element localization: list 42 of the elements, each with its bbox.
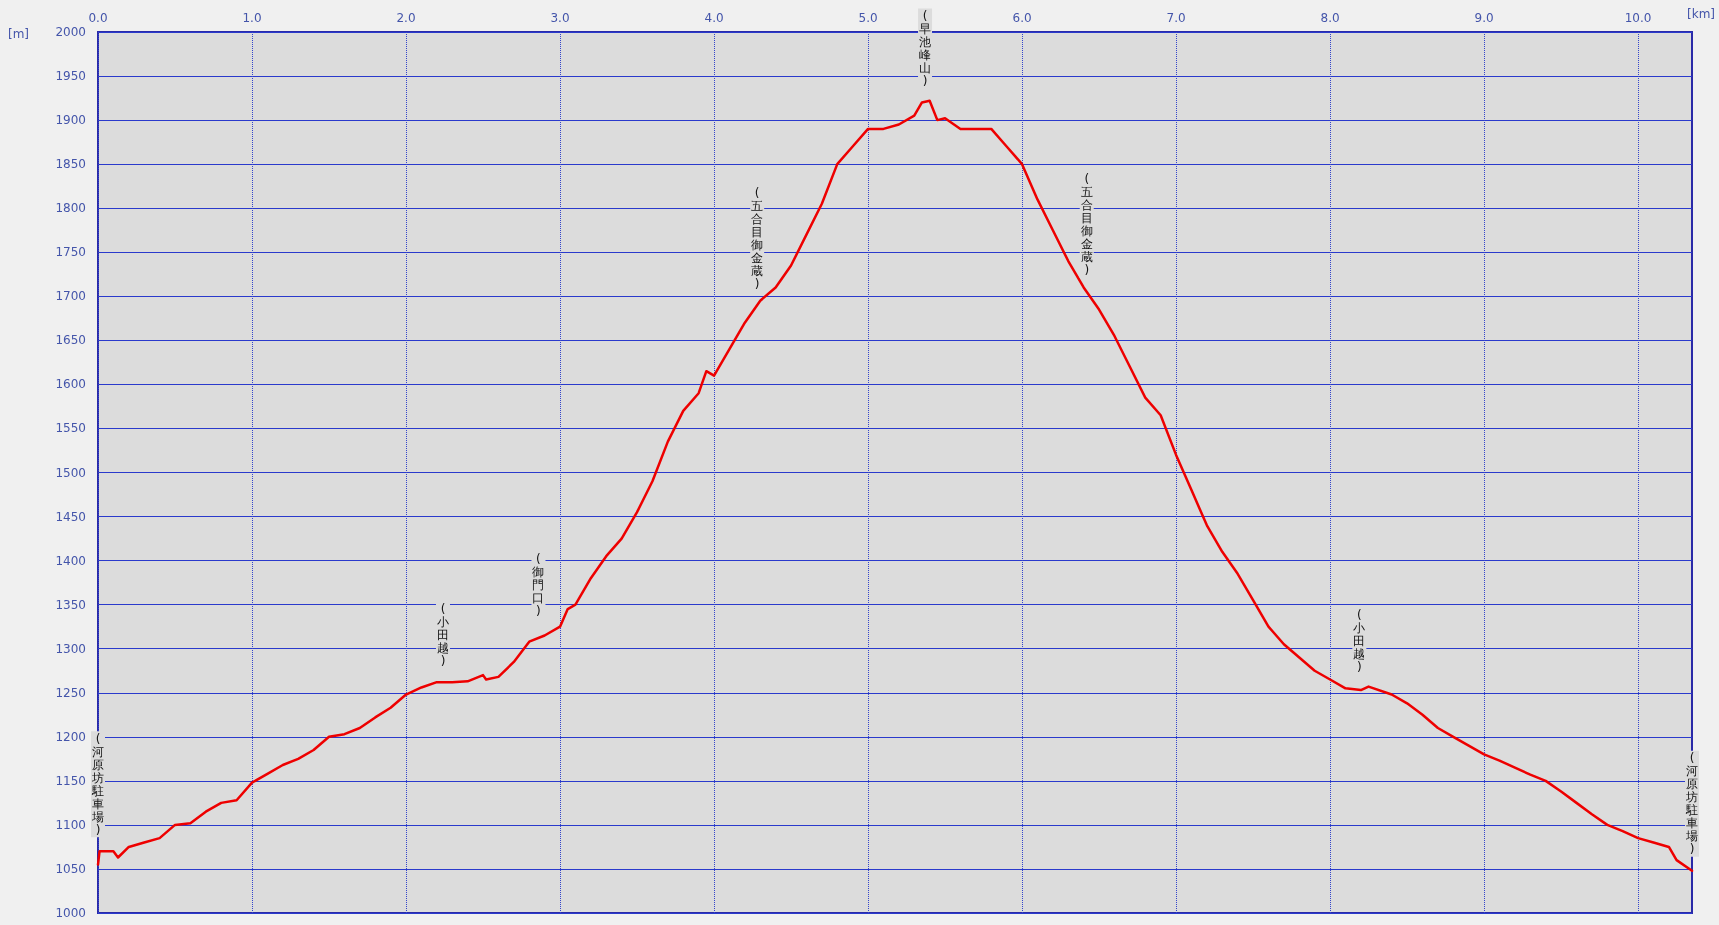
x-tick-label: 6.0 — [1012, 11, 1032, 25]
y-tick-label: 1200 — [55, 729, 86, 744]
annotation: (御門口) — [532, 552, 545, 619]
y-tick-label: 1400 — [55, 553, 86, 568]
y-tick-label: 1550 — [55, 421, 86, 436]
y-tick-label: 1850 — [55, 157, 86, 172]
y-tick-label: 1450 — [55, 509, 86, 524]
annotation: (河原坊駐車場) — [91, 731, 104, 837]
x-tick-label: 4.0 — [704, 11, 724, 25]
y-tick-label: 1100 — [55, 817, 86, 832]
y-tick-label: 1250 — [55, 685, 86, 700]
y-tick-label: 1800 — [55, 201, 86, 216]
x-tick-label: 2.0 — [396, 11, 416, 25]
y-tick-label: 1300 — [55, 641, 86, 656]
x-tick-label: 8.0 — [1320, 11, 1340, 25]
annotation: (五合目御金蔵) — [1080, 172, 1093, 278]
y-tick-label: 1900 — [55, 113, 86, 128]
y-tick-label: 1650 — [55, 333, 86, 348]
y-tick-label: 1500 — [55, 465, 86, 480]
x-tick-label: 9.0 — [1474, 11, 1494, 25]
x-tick-label: 1.0 — [242, 11, 262, 25]
y-tick-label: 1150 — [55, 773, 86, 788]
y-tick-label: 1750 — [55, 245, 86, 260]
y-axis-title: [m] — [8, 27, 30, 41]
x-tick-label: 0.0 — [88, 11, 108, 25]
y-tick-label: 1350 — [55, 597, 86, 612]
annotation: (早池峰山) — [919, 8, 932, 88]
y-tick-label: 1600 — [55, 377, 86, 392]
y-tick-label: 2000 — [55, 25, 86, 39]
annotation: (五合目御金蔵) — [751, 185, 764, 291]
y-tick-label: 1950 — [55, 69, 86, 84]
x-tick-label: 10.0 — [1624, 11, 1652, 25]
annotation: (小田越) — [436, 601, 449, 668]
y-tick-label: 1000 — [55, 906, 86, 920]
x-tick-label: 5.0 — [858, 11, 878, 25]
x-tick-label: 7.0 — [1166, 11, 1186, 25]
x-axis-title: [km] — [1687, 7, 1716, 21]
x-tick-label: 3.0 — [550, 11, 570, 25]
annotation: (小田越) — [1353, 607, 1366, 674]
y-tick-label: 1050 — [55, 861, 86, 876]
annotation: (河原坊駐車場) — [1685, 751, 1698, 857]
y-tick-label: 1700 — [55, 289, 86, 304]
